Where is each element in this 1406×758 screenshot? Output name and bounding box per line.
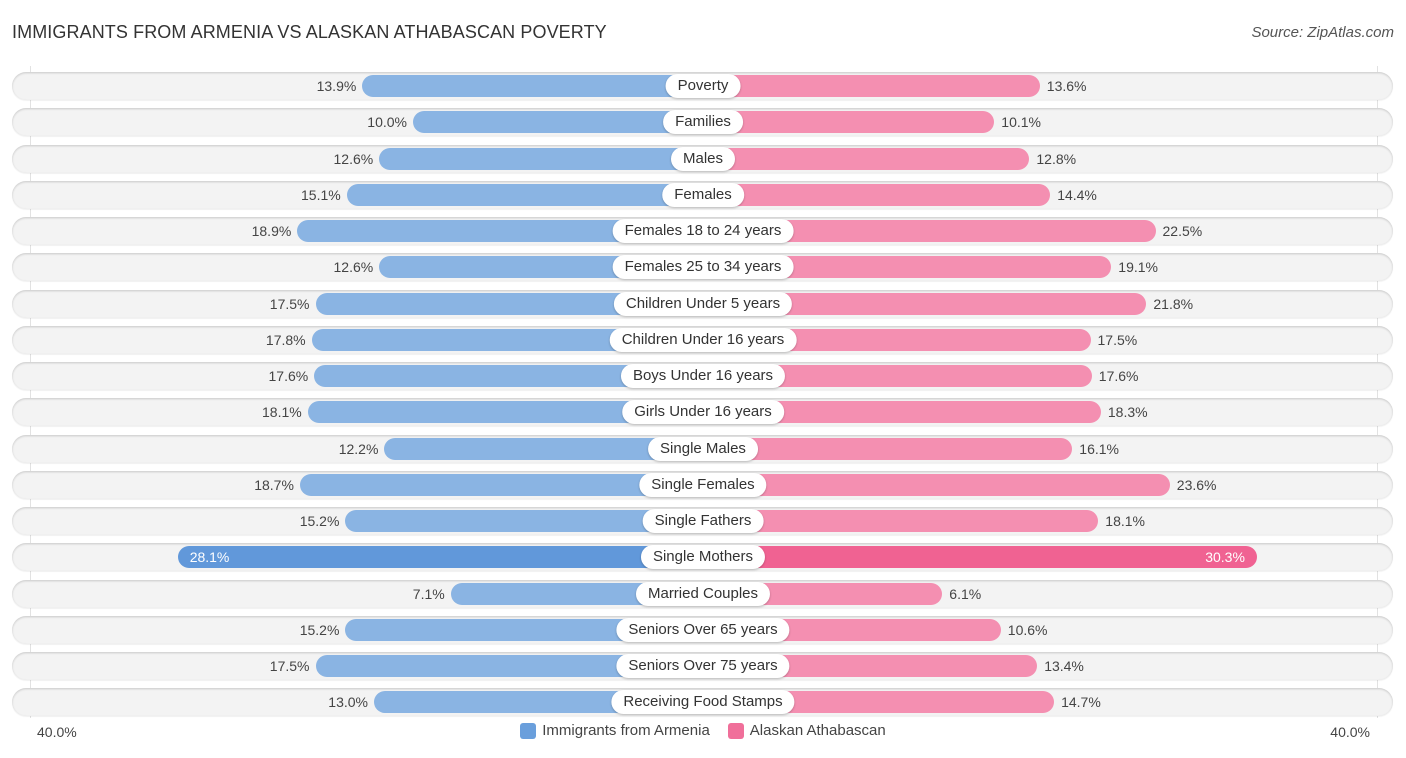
value-label-athabascan: 10.1% xyxy=(1001,114,1041,131)
value-label-armenia: 28.1% xyxy=(189,549,230,566)
legend-item-athabascan[interactable]: Alaskan Athabascan xyxy=(727,722,886,739)
legend-label-armenia: Immigrants from Armenia xyxy=(542,722,710,739)
legend-item-armenia[interactable]: Immigrants from Armenia xyxy=(520,722,710,739)
value-label-athabascan: 21.8% xyxy=(1153,295,1194,312)
category-label: Seniors Over 75 years xyxy=(616,654,790,678)
value-label-athabascan: 10.6% xyxy=(1007,621,1048,638)
bar-armenia[interactable] xyxy=(345,510,703,532)
value-label-athabascan: 13.4% xyxy=(1044,658,1084,674)
value-label-athabascan: 30.3% xyxy=(1205,549,1245,566)
category-label: Single Females xyxy=(639,472,767,497)
category-label: Married Couples xyxy=(635,581,771,606)
category-label: Females 18 to 24 years xyxy=(612,219,794,243)
value-label-athabascan: 13.6% xyxy=(1046,78,1087,94)
value-label-athabascan: 14.7% xyxy=(1061,694,1101,711)
bar-athabascan[interactable] xyxy=(703,365,1092,387)
value-label-athabascan: 17.5% xyxy=(1097,331,1138,348)
value-label-armenia: 15.2% xyxy=(299,621,340,638)
source-label: Source: ZipAtlas.com xyxy=(1251,24,1394,41)
bar-athabascan[interactable] xyxy=(703,510,1099,532)
value-label-armenia: 15.2% xyxy=(299,513,340,529)
value-label-armenia: 10.0% xyxy=(367,114,407,131)
bar-armenia[interactable] xyxy=(311,328,703,351)
value-label-athabascan: 23.6% xyxy=(1176,476,1217,493)
bar-athabascan[interactable] xyxy=(703,546,1257,569)
value-label-armenia: 17.6% xyxy=(268,368,309,384)
value-label-athabascan: 14.4% xyxy=(1057,186,1097,203)
bar-athabascan[interactable] xyxy=(703,473,1170,496)
bar-athabascan[interactable] xyxy=(703,292,1147,315)
bar-armenia[interactable] xyxy=(307,401,703,424)
value-label-armenia: 17.5% xyxy=(269,658,310,674)
value-label-armenia: 12.2% xyxy=(338,440,379,457)
category-label: Poverty xyxy=(665,74,741,98)
value-label-armenia: 12.6% xyxy=(333,259,374,276)
value-label-armenia: 18.1% xyxy=(262,404,302,421)
value-label-armenia: 17.8% xyxy=(265,331,306,348)
bar-armenia[interactable] xyxy=(177,546,703,569)
value-label-armenia: 12.6% xyxy=(333,150,374,167)
category-label: Seniors Over 65 years xyxy=(616,617,790,642)
bar-athabascan[interactable] xyxy=(703,147,1030,170)
bar-athabascan[interactable] xyxy=(703,111,995,134)
value-label-armenia: 18.7% xyxy=(254,476,294,493)
bar-armenia[interactable] xyxy=(384,437,703,460)
axis-label-right: 40.0% xyxy=(1330,724,1370,740)
legend: Immigrants from Armenia Alaskan Athabasc… xyxy=(0,722,1406,739)
bar-armenia[interactable] xyxy=(346,183,703,206)
bar-athabascan[interactable] xyxy=(703,328,1091,351)
value-label-armenia: 17.5% xyxy=(269,295,310,312)
bar-athabascan[interactable] xyxy=(703,256,1112,279)
value-label-athabascan: 16.1% xyxy=(1079,440,1119,457)
bar-athabascan[interactable] xyxy=(703,75,1040,97)
value-label-armenia: 7.1% xyxy=(412,585,445,602)
value-label-athabascan: 12.8% xyxy=(1036,150,1077,167)
value-label-athabascan: 18.3% xyxy=(1107,404,1148,421)
axis-line-right xyxy=(1377,66,1378,718)
value-label-armenia: 18.9% xyxy=(251,223,292,239)
value-label-armenia: 13.9% xyxy=(316,78,357,94)
legend-label-athabascan: Alaskan Athabascan xyxy=(749,722,886,739)
category-label: Boys Under 16 years xyxy=(620,364,786,388)
bar-athabascan[interactable] xyxy=(703,437,1073,460)
value-label-athabascan: 22.5% xyxy=(1162,223,1203,239)
category-label: Females xyxy=(662,182,744,207)
bar-armenia[interactable] xyxy=(379,147,703,170)
bar-armenia[interactable] xyxy=(413,111,703,134)
bar-armenia[interactable] xyxy=(314,365,703,387)
legend-swatch-athabascan xyxy=(727,722,744,739)
bar-armenia[interactable] xyxy=(315,655,703,677)
value-label-athabascan: 17.6% xyxy=(1098,368,1139,384)
category-label: Receiving Food Stamps xyxy=(611,690,795,715)
bar-athabascan[interactable] xyxy=(703,401,1101,424)
value-label-athabascan: 18.1% xyxy=(1105,513,1145,529)
category-label: Children Under 16 years xyxy=(609,327,797,352)
value-label-armenia: 13.0% xyxy=(328,694,368,711)
bar-armenia[interactable] xyxy=(345,618,703,641)
value-label-armenia: 15.1% xyxy=(301,186,341,203)
bar-armenia[interactable] xyxy=(299,473,703,496)
chart-title: IMMIGRANTS FROM ARMENIA VS ALASKAN ATHAB… xyxy=(12,22,607,42)
value-label-athabascan: 19.1% xyxy=(1118,259,1158,276)
category-label: Males xyxy=(670,146,736,171)
category-label: Single Mothers xyxy=(640,545,766,570)
category-label: Children Under 5 years xyxy=(613,291,793,316)
bar-athabascan[interactable] xyxy=(703,220,1156,242)
category-label: Single Fathers xyxy=(642,509,764,533)
category-label: Families xyxy=(663,110,743,135)
bar-armenia[interactable] xyxy=(297,220,703,242)
category-label: Single Males xyxy=(648,436,758,461)
category-label: Females 25 to 34 years xyxy=(612,255,794,280)
bar-armenia[interactable] xyxy=(362,75,703,97)
axis-line-left xyxy=(30,66,31,718)
value-label-athabascan: 6.1% xyxy=(949,585,982,602)
legend-swatch-armenia xyxy=(520,722,537,739)
bar-armenia[interactable] xyxy=(315,292,703,315)
category-label: Girls Under 16 years xyxy=(622,400,784,425)
axis-label-left: 40.0% xyxy=(37,724,77,740)
bar-athabascan[interactable] xyxy=(703,183,1051,206)
